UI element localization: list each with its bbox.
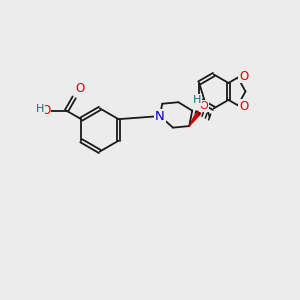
Text: O: O bbox=[239, 70, 249, 83]
Text: O: O bbox=[239, 100, 249, 113]
Polygon shape bbox=[189, 111, 201, 126]
Text: H: H bbox=[192, 95, 201, 105]
Text: O: O bbox=[76, 82, 85, 95]
Text: O: O bbox=[41, 104, 50, 117]
Text: H: H bbox=[36, 104, 44, 114]
Text: N: N bbox=[155, 110, 165, 123]
Text: O: O bbox=[200, 101, 208, 111]
